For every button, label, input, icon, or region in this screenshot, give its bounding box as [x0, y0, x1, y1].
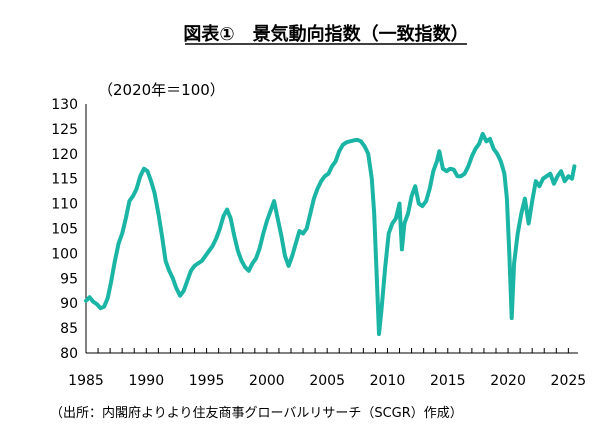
x-tick-label: 2000 — [249, 373, 285, 389]
x-tick-label: 1990 — [128, 373, 164, 389]
x-axis-minor-ticks — [85, 348, 569, 353]
y-tick-label: 105 — [51, 222, 78, 238]
chart-title: 図表① 景気動向指数（一致指数） — [183, 23, 468, 45]
x-tick-label: 2005 — [309, 373, 345, 389]
x-tick-label: 2010 — [370, 373, 406, 389]
source-note: （出所：内閣府よりより住友商事グローバルリサーチ（SCGR）作成） — [50, 405, 463, 421]
unit-note: （2020年＝100） — [98, 81, 225, 99]
x-tick-label: 2025 — [551, 373, 587, 389]
x-tick-label: 1985 — [68, 373, 104, 389]
x-axis-tick-labels: 1985 1990 1995 2000 2005 2010 2015 2020 2025 — [68, 373, 586, 389]
y-tick-label: 130 — [51, 97, 78, 113]
y-axis-tick-labels: 80 85 90 95 100 105 110 115 120 125 130 — [51, 97, 78, 362]
y-tick-label: 100 — [51, 246, 78, 262]
y-tick-label: 110 — [51, 197, 78, 213]
x-tick-label: 2015 — [430, 373, 466, 389]
y-tick-label: 115 — [51, 172, 78, 188]
x-tick-label: 2020 — [490, 373, 526, 389]
y-tick-label: 90 — [60, 296, 78, 312]
y-tick-label: 95 — [60, 271, 78, 287]
y-tick-label: 85 — [60, 321, 78, 337]
series-line-coincident-index — [84, 131, 577, 337]
y-tick-label: 120 — [51, 147, 78, 163]
x-tick-label: 1995 — [189, 373, 225, 389]
y-tick-label: 125 — [51, 122, 78, 138]
y-tick-label: 80 — [60, 346, 78, 362]
